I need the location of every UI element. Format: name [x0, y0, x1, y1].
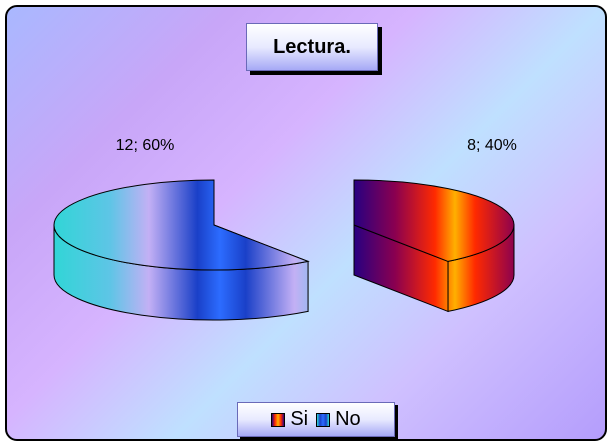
slice-si [353, 179, 515, 262]
legend-item-si: Si [271, 408, 308, 431]
legend-swatch-si [271, 412, 286, 427]
chart-title-box: Lectura. [246, 23, 378, 71]
chart-title: Lectura. [273, 35, 351, 58]
data-label-no: 12; 60% [116, 137, 175, 154]
legend-label-si: Si [290, 408, 309, 430]
slice-no [53, 179, 310, 271]
legend-label-no: No [335, 408, 361, 430]
legend-swatch-no [316, 412, 331, 427]
data-label-si: 8; 40% [467, 137, 517, 154]
legend-item-no: No [316, 408, 361, 431]
chart-legend: Si No [237, 402, 395, 437]
